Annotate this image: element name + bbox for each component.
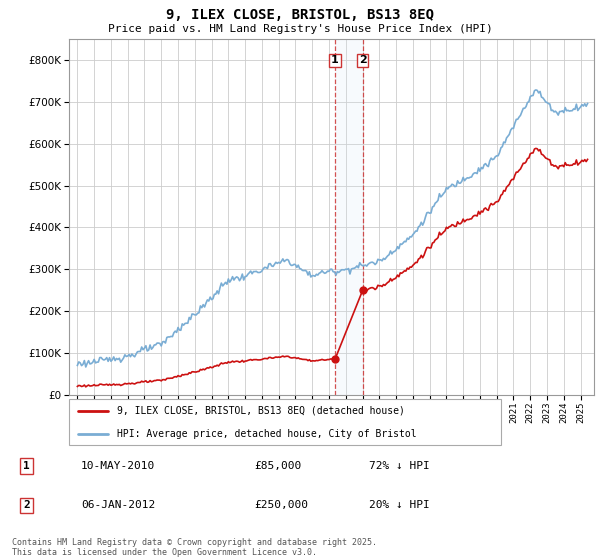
Text: 10-MAY-2010: 10-MAY-2010 [81, 461, 155, 471]
Text: Contains HM Land Registry data © Crown copyright and database right 2025.
This d: Contains HM Land Registry data © Crown c… [12, 538, 377, 557]
Text: 2: 2 [23, 501, 30, 510]
Text: 2: 2 [359, 55, 367, 65]
Text: 1: 1 [23, 461, 30, 471]
Text: 9, ILEX CLOSE, BRISTOL, BS13 8EQ: 9, ILEX CLOSE, BRISTOL, BS13 8EQ [166, 8, 434, 22]
Text: HPI: Average price, detached house, City of Bristol: HPI: Average price, detached house, City… [116, 429, 416, 438]
Text: 9, ILEX CLOSE, BRISTOL, BS13 8EQ (detached house): 9, ILEX CLOSE, BRISTOL, BS13 8EQ (detach… [116, 406, 404, 416]
Text: 06-JAN-2012: 06-JAN-2012 [81, 501, 155, 510]
Text: £250,000: £250,000 [254, 501, 308, 510]
Text: 72% ↓ HPI: 72% ↓ HPI [369, 461, 430, 471]
Text: 20% ↓ HPI: 20% ↓ HPI [369, 501, 430, 510]
Text: £85,000: £85,000 [254, 461, 301, 471]
Text: 1: 1 [331, 55, 339, 65]
Bar [335, 39, 362, 395]
Text: Price paid vs. HM Land Registry's House Price Index (HPI): Price paid vs. HM Land Registry's House … [107, 24, 493, 34]
